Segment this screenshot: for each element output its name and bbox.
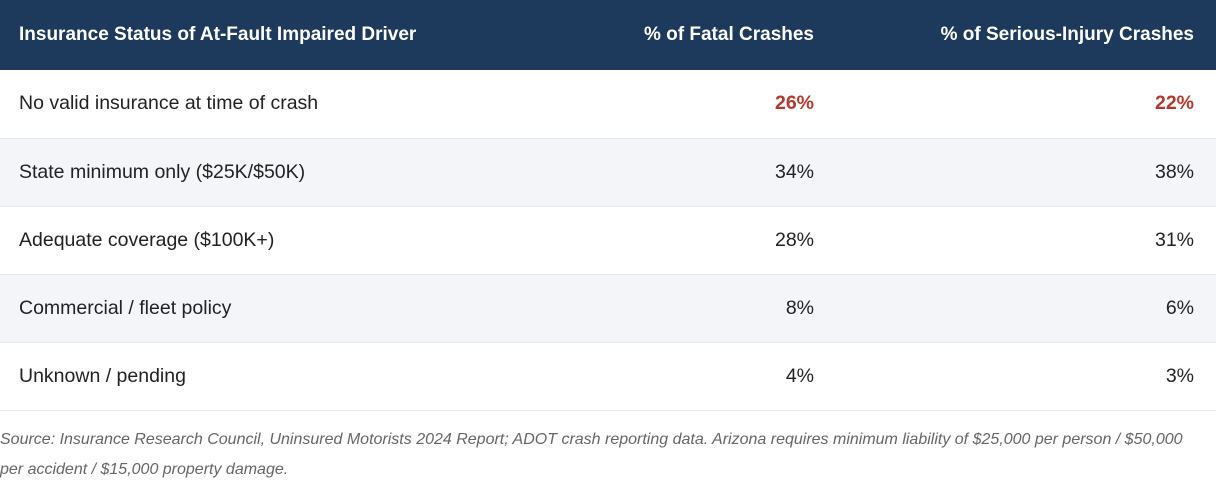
row-fatal-value: 34% [774,160,814,183]
row-serious-value: 38% [1154,160,1194,183]
table-row: Adequate coverage ($100K+) 28% 31% [0,206,1216,274]
row-serious-value: 3% [1165,364,1194,387]
row-status-label: State minimum only ($25K/$50K) [19,160,306,183]
column-header-fatal-crashes: % of Fatal Crashes [644,24,814,45]
row-serious-value: 22% [1154,92,1194,115]
row-fatal-value: 4% [785,364,814,387]
row-serious-value: 31% [1154,228,1194,251]
table-body: No valid insurance at time of crash 26% … [0,70,1216,410]
row-fatal-value: 26% [774,92,814,115]
row-fatal-value: 8% [785,296,814,319]
row-status-label: Unknown / pending [19,364,186,387]
source-note: Source: Insurance Research Council, Unin… [0,430,1183,478]
column-header-insurance-status: Insurance Status of At-Fault Impaired Dr… [19,24,417,45]
table-row: State minimum only ($25K/$50K) 34% 38% [0,138,1216,206]
row-fatal-value: 28% [774,228,814,251]
table-row: Unknown / pending 4% 3% [0,342,1216,410]
row-status-label: No valid insurance at time of crash [19,92,319,115]
row-serious-value: 6% [1165,296,1194,319]
table-row: No valid insurance at time of crash 26% … [0,70,1216,138]
insurance-status-table: Insurance Status of At-Fault Impaired Dr… [0,0,1216,410]
column-header-serious-injury-crashes: % of Serious-Injury Crashes [940,24,1194,45]
table-header: Insurance Status of At-Fault Impaired Dr… [0,0,1216,70]
row-status-label: Adequate coverage ($100K+) [19,228,275,251]
table-header-row: Insurance Status of At-Fault Impaired Dr… [0,0,1216,70]
row-status-label: Commercial / fleet policy [19,296,232,319]
table-row: Commercial / fleet policy 8% 6% [0,274,1216,342]
